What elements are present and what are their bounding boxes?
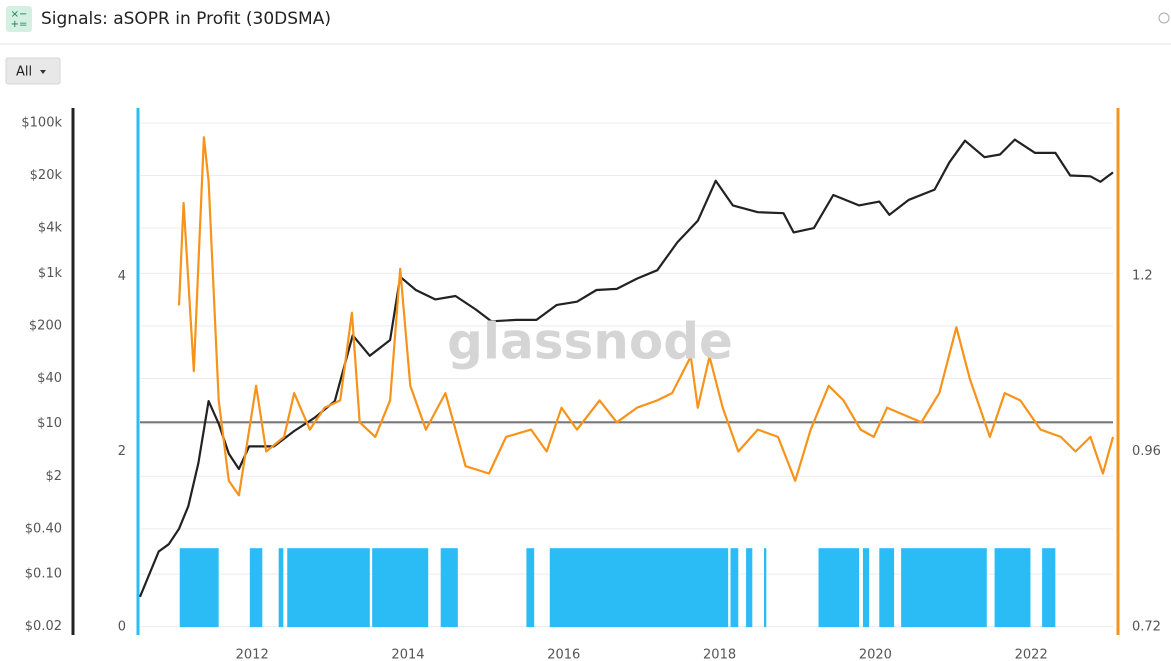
- signal-bar: [549, 548, 729, 628]
- y-tick-label: $0.10: [25, 567, 62, 582]
- chart-title: Signals: aSOPR in Profit (30DSMA): [41, 9, 331, 29]
- x-tick-label: 2018: [703, 648, 736, 661]
- signal-bar: [746, 548, 753, 628]
- x-tick-label: 2020: [859, 648, 892, 661]
- signal-bar: [179, 548, 219, 628]
- signal-bar: [249, 548, 263, 628]
- y-tick-label: $100k: [21, 115, 62, 130]
- signal-bar: [901, 548, 987, 628]
- signal-bar: [1042, 548, 1056, 628]
- watermark: glassnode: [447, 313, 733, 371]
- y3-tick-label: 0: [118, 620, 126, 635]
- y3-tick-label: 4: [118, 269, 126, 284]
- x-tick-label: 2014: [391, 648, 424, 661]
- y-tick-label: $0.40: [25, 521, 62, 536]
- header-icon: [6, 6, 32, 32]
- range-button-label[interactable]: All: [16, 65, 32, 80]
- dropdown-arrow[interactable]: [40, 70, 46, 74]
- signal-bar: [879, 548, 895, 628]
- y3-tick-label: 2: [118, 444, 126, 459]
- y-tick-label: $40: [37, 371, 62, 386]
- y2-tick-label: 0.72: [1132, 619, 1161, 634]
- signal-bar: [763, 548, 767, 628]
- y-tick-label: $1k: [38, 266, 63, 281]
- y-tick-label: $10: [37, 416, 62, 431]
- signal-bar: [994, 548, 1031, 628]
- y-tick-label: $4k: [38, 221, 63, 236]
- signal-bar: [372, 548, 429, 628]
- x-tick-label: 2012: [236, 648, 269, 661]
- signal-bar: [862, 548, 870, 628]
- x-tick-label: 2022: [1015, 648, 1048, 661]
- signal-bar: [818, 548, 860, 628]
- series-line: [138, 138, 1114, 598]
- x-tick-label: 2016: [547, 648, 580, 661]
- icon-glyph: +=: [11, 19, 28, 30]
- y-tick-label: $20k: [30, 168, 63, 183]
- signal-bar: [440, 548, 458, 628]
- icon-glyph: ×−: [11, 9, 28, 20]
- signal-bar: [526, 548, 535, 628]
- series-line: [177, 136, 1115, 497]
- signal-bar: [287, 548, 370, 628]
- signal-bar: [278, 548, 284, 628]
- signal-bar: [730, 548, 739, 628]
- y-tick-label: $0.02: [25, 619, 62, 634]
- y-tick-label: $200: [29, 318, 62, 333]
- y2-tick-label: 0.96: [1132, 444, 1161, 459]
- settings-icon[interactable]: [1158, 12, 1170, 24]
- y2-tick-label: 1.2: [1132, 269, 1153, 284]
- range-button[interactable]: [5, 57, 61, 85]
- y-tick-label: $2: [45, 469, 62, 484]
